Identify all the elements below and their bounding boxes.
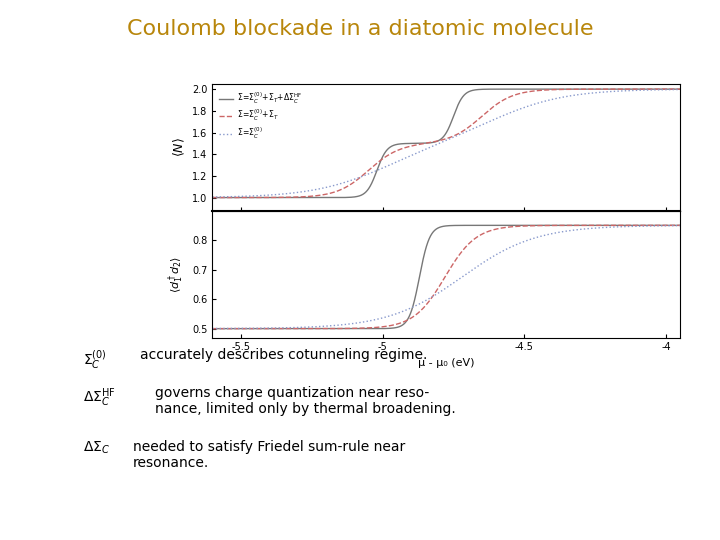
Text: governs charge quantization near reso-
nance, limited only by thermal broadening: governs charge quantization near reso- n… bbox=[155, 386, 456, 416]
Text: $\Sigma_C^{(0)}$: $\Sigma_C^{(0)}$ bbox=[83, 348, 107, 371]
Text: accurately describes cotunneling regime.: accurately describes cotunneling regime. bbox=[140, 348, 428, 362]
Text: Coulomb blockade in a diatomic molecule: Coulomb blockade in a diatomic molecule bbox=[127, 19, 593, 39]
X-axis label: μ - μ₀ (eV): μ - μ₀ (eV) bbox=[418, 358, 474, 368]
Legend: $\Sigma\!=\!\Sigma_C^{(0)}\!+\!\Sigma_T\!+\!\Delta\Sigma_C^{\rm HF}$, $\Sigma\!=: $\Sigma\!=\!\Sigma_C^{(0)}\!+\!\Sigma_T\… bbox=[216, 87, 305, 144]
Text: needed to satisfy Friedel sum-rule near
resonance.: needed to satisfy Friedel sum-rule near … bbox=[133, 440, 405, 470]
Text: $\Delta\Sigma_C^{\rm HF}$: $\Delta\Sigma_C^{\rm HF}$ bbox=[83, 386, 115, 409]
Text: $\Delta\Sigma_C$: $\Delta\Sigma_C$ bbox=[83, 440, 110, 456]
Y-axis label: $\langle d_1^\dagger d_2 \rangle$: $\langle d_1^\dagger d_2 \rangle$ bbox=[166, 255, 186, 293]
Y-axis label: $\langle N \rangle$: $\langle N \rangle$ bbox=[171, 137, 186, 157]
